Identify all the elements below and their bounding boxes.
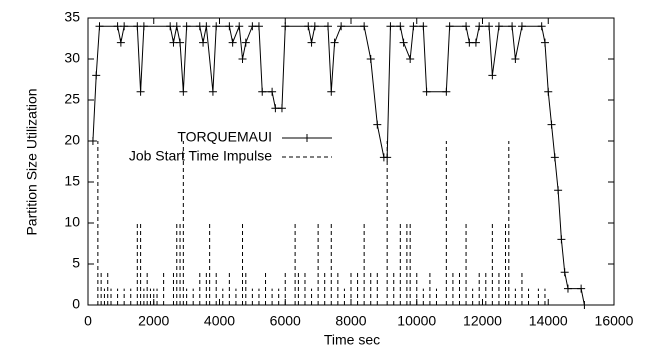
x-tick-label: 10000 — [397, 313, 436, 329]
point-marker — [422, 87, 431, 96]
point-marker — [179, 87, 188, 96]
y-tick-label: 15 — [64, 173, 80, 189]
point-marker — [445, 22, 454, 31]
point-marker — [182, 22, 191, 31]
point-marker — [406, 55, 415, 63]
point-marker — [544, 87, 553, 96]
x-tick-label: 4000 — [204, 313, 235, 329]
point-marker — [254, 22, 263, 31]
point-marker — [176, 38, 185, 47]
point-marker — [373, 120, 382, 129]
point-marker — [485, 22, 494, 31]
point-marker — [488, 71, 497, 80]
point-marker — [268, 87, 277, 96]
point-marker — [508, 22, 517, 31]
x-tick-label: 14000 — [529, 313, 568, 329]
line — [92, 25, 585, 306]
x-tick-label: 6000 — [270, 313, 301, 329]
y-tick-label: 35 — [64, 9, 80, 25]
legend-label: Job Start Time Impulse — [129, 148, 272, 164]
point-marker — [399, 38, 408, 47]
point-marker — [475, 22, 484, 31]
point-marker — [554, 186, 563, 195]
x-axis-label: Time sec — [324, 332, 380, 348]
point-marker — [116, 38, 125, 47]
point-marker — [323, 22, 332, 31]
point-marker — [386, 22, 395, 31]
y-tick-label: 0 — [72, 296, 80, 312]
x-tick-label: 2000 — [138, 313, 169, 329]
point-marker — [208, 87, 217, 96]
point-marker — [307, 38, 316, 47]
point-marker — [580, 301, 589, 309]
point-marker — [337, 22, 346, 31]
point-marker — [241, 38, 250, 47]
point-marker — [212, 22, 221, 31]
point-marker — [136, 87, 145, 96]
legend-label: TORQUEMAUI — [177, 129, 272, 145]
point-marker — [409, 22, 418, 31]
point-marker — [225, 22, 234, 31]
point-marker — [235, 22, 244, 31]
y-tick-label: 10 — [64, 214, 80, 230]
y-tick-label: 5 — [72, 255, 80, 271]
point-marker — [228, 38, 237, 47]
point-marker — [139, 22, 148, 31]
point-marker — [199, 38, 208, 47]
x-tick-label: 8000 — [335, 313, 366, 329]
point-marker — [442, 87, 451, 96]
point-marker — [560, 268, 569, 277]
point-marker — [537, 22, 546, 31]
x-tick-label: 16000 — [595, 313, 634, 329]
point-marker — [172, 22, 181, 31]
x-tick-label: 0 — [84, 313, 92, 329]
point-marker — [258, 87, 267, 96]
point-marker — [202, 22, 211, 31]
y-tick-label: 20 — [64, 132, 80, 148]
y-tick-label: 25 — [64, 91, 80, 107]
point-marker — [471, 38, 480, 47]
point-marker — [550, 153, 559, 162]
y-tick-label: 30 — [64, 50, 80, 66]
point-marker — [277, 104, 286, 113]
point-marker — [557, 235, 566, 244]
point-marker — [462, 22, 471, 31]
legend-marker — [303, 134, 311, 142]
x-tick-label: 12000 — [463, 313, 502, 329]
point-marker — [92, 71, 101, 80]
point-marker — [494, 22, 503, 31]
point-marker — [120, 22, 129, 31]
point-marker — [238, 55, 247, 63]
point-marker — [396, 22, 405, 31]
point-marker — [547, 120, 556, 129]
point-marker — [88, 137, 97, 145]
point-marker — [517, 22, 526, 31]
point-marker — [419, 22, 428, 31]
point-marker — [281, 22, 290, 31]
y-axis-label: Partition Size Utilization — [24, 88, 40, 235]
point-marker — [360, 22, 369, 31]
point-marker — [563, 284, 572, 293]
point-marker — [327, 87, 336, 96]
point-marker — [330, 38, 339, 47]
point-marker — [540, 38, 549, 47]
point-marker — [366, 55, 375, 63]
point-marker — [310, 22, 319, 31]
point-marker — [511, 55, 520, 63]
point-marker — [577, 284, 586, 293]
point-marker — [95, 22, 104, 31]
